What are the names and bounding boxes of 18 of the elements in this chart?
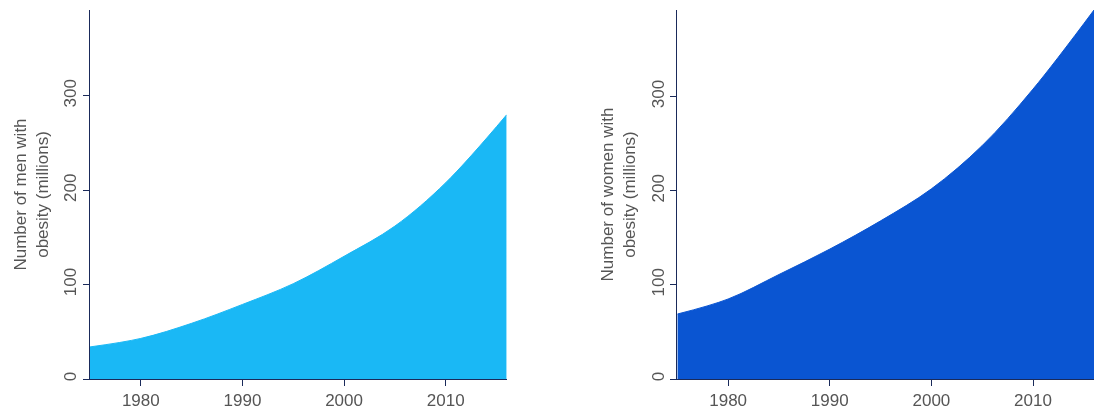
x-tick-label: 2010 xyxy=(1014,391,1052,411)
y-tick-label: 100 xyxy=(648,268,668,297)
x-tick-label: 1980 xyxy=(121,391,160,411)
y-tick-label: 0 xyxy=(648,371,668,382)
x-tick-label: 2010 xyxy=(426,391,465,411)
y-tick-label: 200 xyxy=(61,173,81,202)
y-tick-label: 100 xyxy=(61,267,81,297)
x-tick-label: 2000 xyxy=(325,391,363,411)
x-tick-label: 1980 xyxy=(709,391,748,411)
y-tick-label: 0 xyxy=(61,371,81,382)
x-tick-label: 1990 xyxy=(223,391,262,411)
y-axis-title: Number of women with obesity (millions) xyxy=(597,107,640,282)
y-tick-label: 300 xyxy=(648,79,668,109)
y-tick-label: 200 xyxy=(648,173,668,203)
y-tick-label: 300 xyxy=(61,79,81,108)
x-tick-label: 1990 xyxy=(810,391,849,411)
x-tick-label: 2000 xyxy=(912,391,951,411)
y-axis-title: Number of men with obesity (millions) xyxy=(10,118,52,271)
